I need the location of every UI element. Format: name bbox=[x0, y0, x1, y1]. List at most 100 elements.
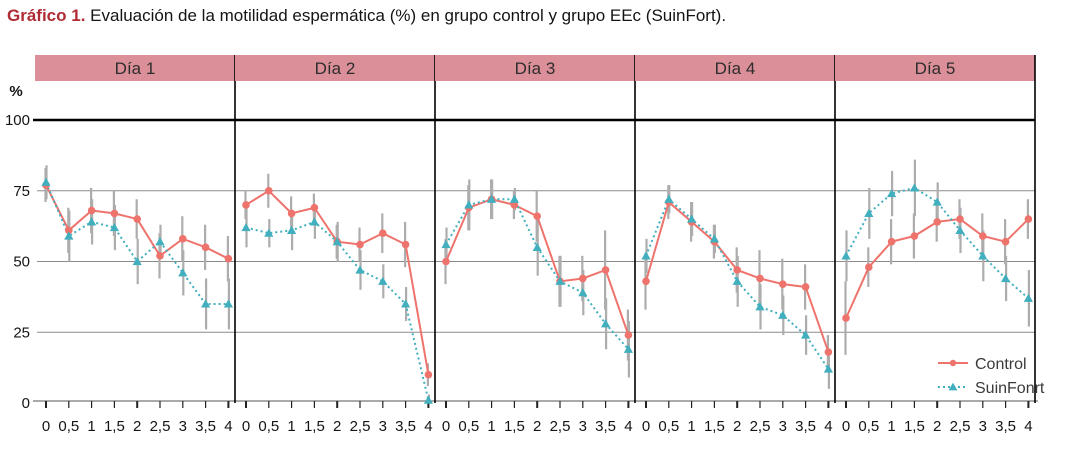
x-tick-label: 2 bbox=[133, 418, 141, 435]
suinfonrt-marker bbox=[155, 237, 165, 246]
x-tick-label: 4 bbox=[824, 418, 832, 435]
x-tick-label: 4 bbox=[224, 418, 232, 435]
control-marker bbox=[65, 226, 73, 235]
suinfonrt-marker bbox=[241, 222, 251, 232]
suinfonrt-marker bbox=[264, 228, 274, 237]
panel-dia-4: Día 4 0 0,5 1 1,5 2 2,5 3 3,5 4 bbox=[635, 55, 836, 435]
x-tick-label: 2,5 bbox=[550, 418, 571, 435]
figure-title-text: Evaluación de la motilidad espermática (… bbox=[90, 6, 727, 25]
control-marker bbox=[601, 266, 610, 274]
legend-suinfonrt-triangle-icon bbox=[948, 382, 958, 391]
panel-header bbox=[835, 55, 1035, 81]
x-tick-label: 0 bbox=[42, 418, 50, 435]
panel-header bbox=[635, 55, 835, 81]
suinfonrt-marker bbox=[355, 265, 365, 274]
suinfonrt-marker bbox=[1001, 273, 1011, 283]
x-tick-label: 2,5 bbox=[350, 418, 371, 435]
x-tick-label: 0,5 bbox=[458, 418, 479, 435]
suinfonrt-marker bbox=[509, 194, 519, 203]
suinfonrt-line bbox=[845, 186, 1030, 300]
control-marker bbox=[733, 266, 741, 274]
control-marker bbox=[179, 235, 187, 243]
figure-title-prefix: Gráfico 1. bbox=[7, 6, 86, 25]
x-tick-label: 1 bbox=[887, 418, 895, 435]
x-tick-label: 3,5 bbox=[195, 418, 216, 435]
x-tick-label: 0 bbox=[642, 418, 650, 435]
x-tick-label: 4 bbox=[1024, 418, 1032, 435]
control-marker bbox=[265, 186, 273, 195]
control-marker bbox=[887, 237, 896, 246]
control-marker bbox=[87, 206, 96, 215]
suinfonrt-marker bbox=[223, 299, 233, 308]
x-tick-label: 3,5 bbox=[395, 418, 416, 435]
suinfonrt-marker bbox=[887, 188, 897, 198]
x-tick-label: 2 bbox=[933, 418, 941, 435]
x-tick-label: 0 bbox=[442, 418, 450, 435]
suinfonrt-marker bbox=[955, 225, 965, 234]
x-tick-label: 2,5 bbox=[750, 418, 771, 435]
panel-dia-1: Día 1 0 0,5 1 1,5 2 2,5 3 3,5 4 bbox=[35, 55, 236, 435]
control-marker bbox=[224, 254, 233, 263]
panel-header-label: Día 3 bbox=[515, 59, 556, 78]
control-marker bbox=[865, 263, 873, 271]
panel-header-label: Día 1 bbox=[115, 59, 156, 78]
suinfonrt-marker bbox=[864, 208, 874, 217]
suinfonrt-marker bbox=[932, 197, 942, 206]
control-marker bbox=[442, 257, 450, 266]
control-marker bbox=[933, 218, 941, 226]
x-tick-label: 1,5 bbox=[704, 418, 725, 435]
x-tick-label: 1,5 bbox=[304, 418, 325, 435]
legend-control-label: Control bbox=[975, 356, 1027, 373]
suinfonrt-marker bbox=[641, 251, 651, 260]
x-tick-label: 0 bbox=[842, 418, 850, 435]
x-tick-label: 0,5 bbox=[858, 418, 879, 435]
legend: Control SuinFonrt bbox=[938, 356, 1045, 397]
control-marker bbox=[956, 215, 964, 223]
suinfonrt-marker bbox=[601, 319, 611, 328]
control-marker bbox=[1001, 237, 1010, 246]
panel-dia-2: Día 2 0 0,5 1 1,5 2 2,5 3 3,5 4 bbox=[235, 55, 436, 435]
x-tick-label: 0,5 bbox=[58, 418, 79, 435]
x-tick-label: 1,5 bbox=[904, 418, 925, 435]
x-tick-label: 3,5 bbox=[995, 418, 1016, 435]
suinfonrt-marker bbox=[109, 222, 119, 232]
suinfonrt-marker bbox=[441, 239, 451, 249]
suinfonrt-marker bbox=[64, 231, 74, 240]
x-tick-label: 0 bbox=[242, 418, 250, 435]
y-axis-label: % bbox=[9, 83, 22, 100]
control-marker bbox=[842, 314, 850, 322]
suinfonrt-marker bbox=[664, 194, 674, 203]
x-tick-label: 2 bbox=[533, 418, 541, 435]
suinfonrt-marker bbox=[132, 256, 142, 266]
control-marker bbox=[201, 243, 210, 252]
control-marker bbox=[356, 240, 364, 249]
legend-suinfonrt-label: SuinFonrt bbox=[975, 380, 1045, 397]
control-marker bbox=[379, 229, 387, 237]
control-marker bbox=[801, 283, 810, 291]
suinfonrt-marker bbox=[623, 344, 633, 353]
y-tick-label-100: 100 bbox=[5, 112, 30, 129]
x-tick-label: 3 bbox=[379, 418, 387, 435]
suinfonrt-marker bbox=[709, 234, 719, 243]
suinfonrt-marker bbox=[41, 177, 51, 186]
control-marker bbox=[110, 209, 119, 218]
x-tick-label: 2,5 bbox=[950, 418, 971, 435]
control-marker bbox=[510, 201, 519, 209]
panel-header bbox=[35, 55, 235, 81]
control-marker bbox=[533, 212, 541, 221]
panel-header-label: Día 4 bbox=[715, 59, 756, 78]
panel-header-label: Día 2 bbox=[315, 59, 356, 78]
x-tick-label: 1,5 bbox=[104, 418, 125, 435]
control-marker bbox=[779, 280, 787, 288]
x-tick-label: 2 bbox=[733, 418, 741, 435]
x-tick-label: 3,5 bbox=[595, 418, 616, 435]
x-tick-label: 2 bbox=[333, 418, 341, 435]
x-tick-label: 3 bbox=[579, 418, 587, 435]
y-tick-label-25: 25 bbox=[13, 324, 30, 341]
legend-item-suinfonrt: SuinFonrt bbox=[938, 380, 1045, 397]
suinfonrt-marker bbox=[841, 251, 851, 260]
x-tick-label: 4 bbox=[624, 418, 632, 435]
control-marker bbox=[910, 232, 919, 240]
x-tick-label: 4 bbox=[424, 418, 432, 435]
control-marker bbox=[310, 203, 319, 212]
